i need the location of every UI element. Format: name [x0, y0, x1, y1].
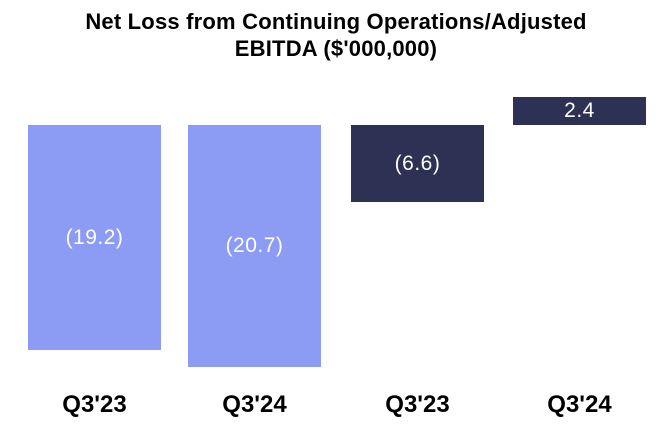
chart-title: Net Loss from Continuing Operations/Adju…: [0, 8, 672, 62]
bar-value-label: (20.7): [225, 234, 284, 257]
bar-value-label: (19.2): [65, 225, 124, 249]
bar-value-label: (6.6): [394, 151, 441, 175]
x-axis-label: Q3'23: [385, 391, 450, 418]
x-axis-label: Q3'24: [222, 391, 287, 418]
x-axis-label: Q3'24: [547, 391, 612, 418]
bar-value-label: 2.4: [564, 99, 595, 122]
bar: (20.7): [188, 125, 321, 367]
x-axis-label: Q3'23: [62, 391, 127, 418]
bar: 2.4: [513, 97, 646, 125]
chart-title-line2: EBITDA ($'000,000): [234, 36, 438, 61]
bar: (19.2): [28, 125, 161, 350]
chart-title-line1: Net Loss from Continuing Operations/Adju…: [85, 9, 587, 34]
bar: (6.6): [351, 125, 484, 202]
